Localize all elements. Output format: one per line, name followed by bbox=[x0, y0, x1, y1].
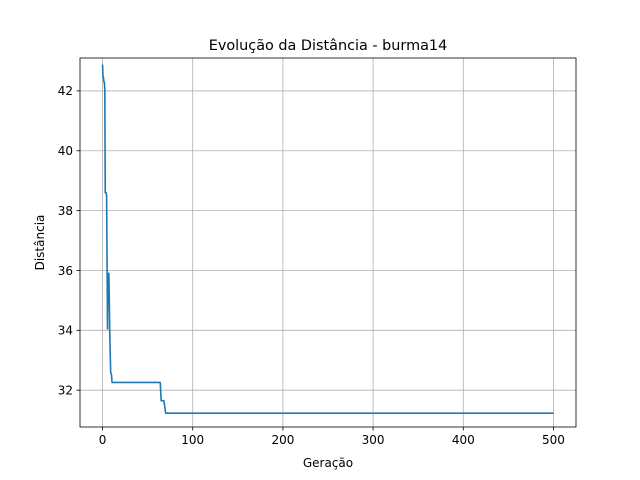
series-line bbox=[101, 64, 554, 415]
x-tick-label: 400 bbox=[452, 433, 475, 447]
series-layer bbox=[101, 64, 554, 415]
y-tick-label: 38 bbox=[58, 204, 73, 218]
x-axis-label: Geração bbox=[303, 456, 353, 470]
grid bbox=[80, 58, 576, 427]
y-tick-label: 32 bbox=[58, 383, 73, 397]
x-tick-label: 100 bbox=[181, 433, 204, 447]
plot-area-frame bbox=[79, 57, 577, 428]
y-tick-label: 36 bbox=[58, 264, 73, 278]
chart-title: Evolução da Distância - burma14 bbox=[209, 38, 447, 54]
y-axis-label: Distância bbox=[33, 215, 47, 271]
x-tick-label: 300 bbox=[362, 433, 385, 447]
x-tick-label: 200 bbox=[271, 433, 294, 447]
axis-ticks: 0 100 200 300 400 500 32 34 36 38 40 42 bbox=[58, 84, 565, 447]
x-tick-label: 0 bbox=[99, 433, 107, 447]
y-tick-label: 34 bbox=[58, 324, 73, 338]
x-tick-label: 500 bbox=[542, 433, 565, 447]
y-tick-label: 42 bbox=[58, 84, 73, 98]
y-tick-label: 40 bbox=[58, 144, 73, 158]
